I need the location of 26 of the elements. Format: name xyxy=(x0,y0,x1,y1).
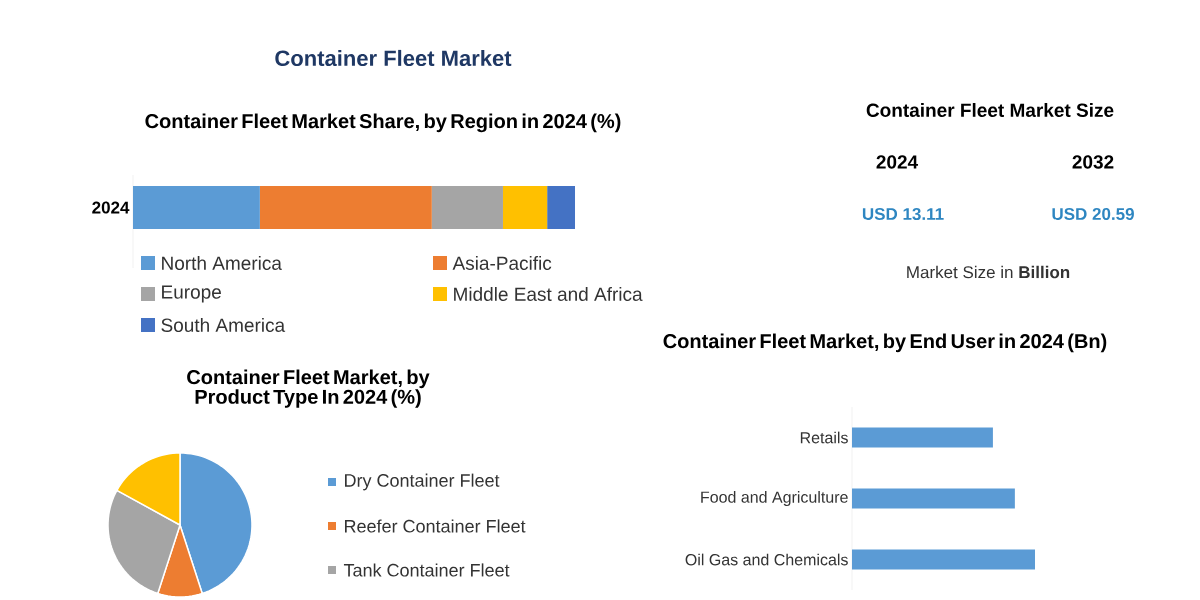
y-tick-label: Oil Gas and Chemicals xyxy=(685,553,848,566)
chart-title: Container Fleet Market Share, by Region in 2024 (%) xyxy=(145,113,621,133)
text: Container Fleet Market xyxy=(275,49,512,67)
legend-label: Asia-Pacific xyxy=(452,256,552,270)
bar xyxy=(133,186,260,230)
y-tick-label: Retails xyxy=(800,431,848,444)
bar xyxy=(547,186,576,230)
legend-label: Tank Container Fleet xyxy=(343,563,510,577)
legend-label: Europe xyxy=(162,285,221,303)
text: Market Size in Billion xyxy=(907,265,1070,279)
legend-label: Reefer Container Fleet xyxy=(345,519,526,533)
legend-label: North America xyxy=(162,256,282,270)
text: 2024 xyxy=(876,155,919,169)
chart-title: Container Fleet Market, by End User in 2024 (Bn) xyxy=(663,333,1107,353)
text: 2032 xyxy=(1072,155,1114,169)
legend-label: South America xyxy=(161,318,286,332)
text: Container Fleet Market Size xyxy=(866,103,1114,117)
legend-label: Middle East and Africa xyxy=(454,287,643,301)
chart-title: Container Fleet Market, by Product Type In 2024 (%) xyxy=(187,369,430,408)
legend-label: Dry Container Fleet xyxy=(345,473,500,491)
bar xyxy=(502,186,548,230)
bar xyxy=(259,186,432,230)
text: USD 13.11 xyxy=(862,207,944,221)
bar xyxy=(431,186,503,230)
text: USD 20.59 xyxy=(1052,207,1134,221)
y-tick-label: Food and Agriculture xyxy=(701,491,848,506)
